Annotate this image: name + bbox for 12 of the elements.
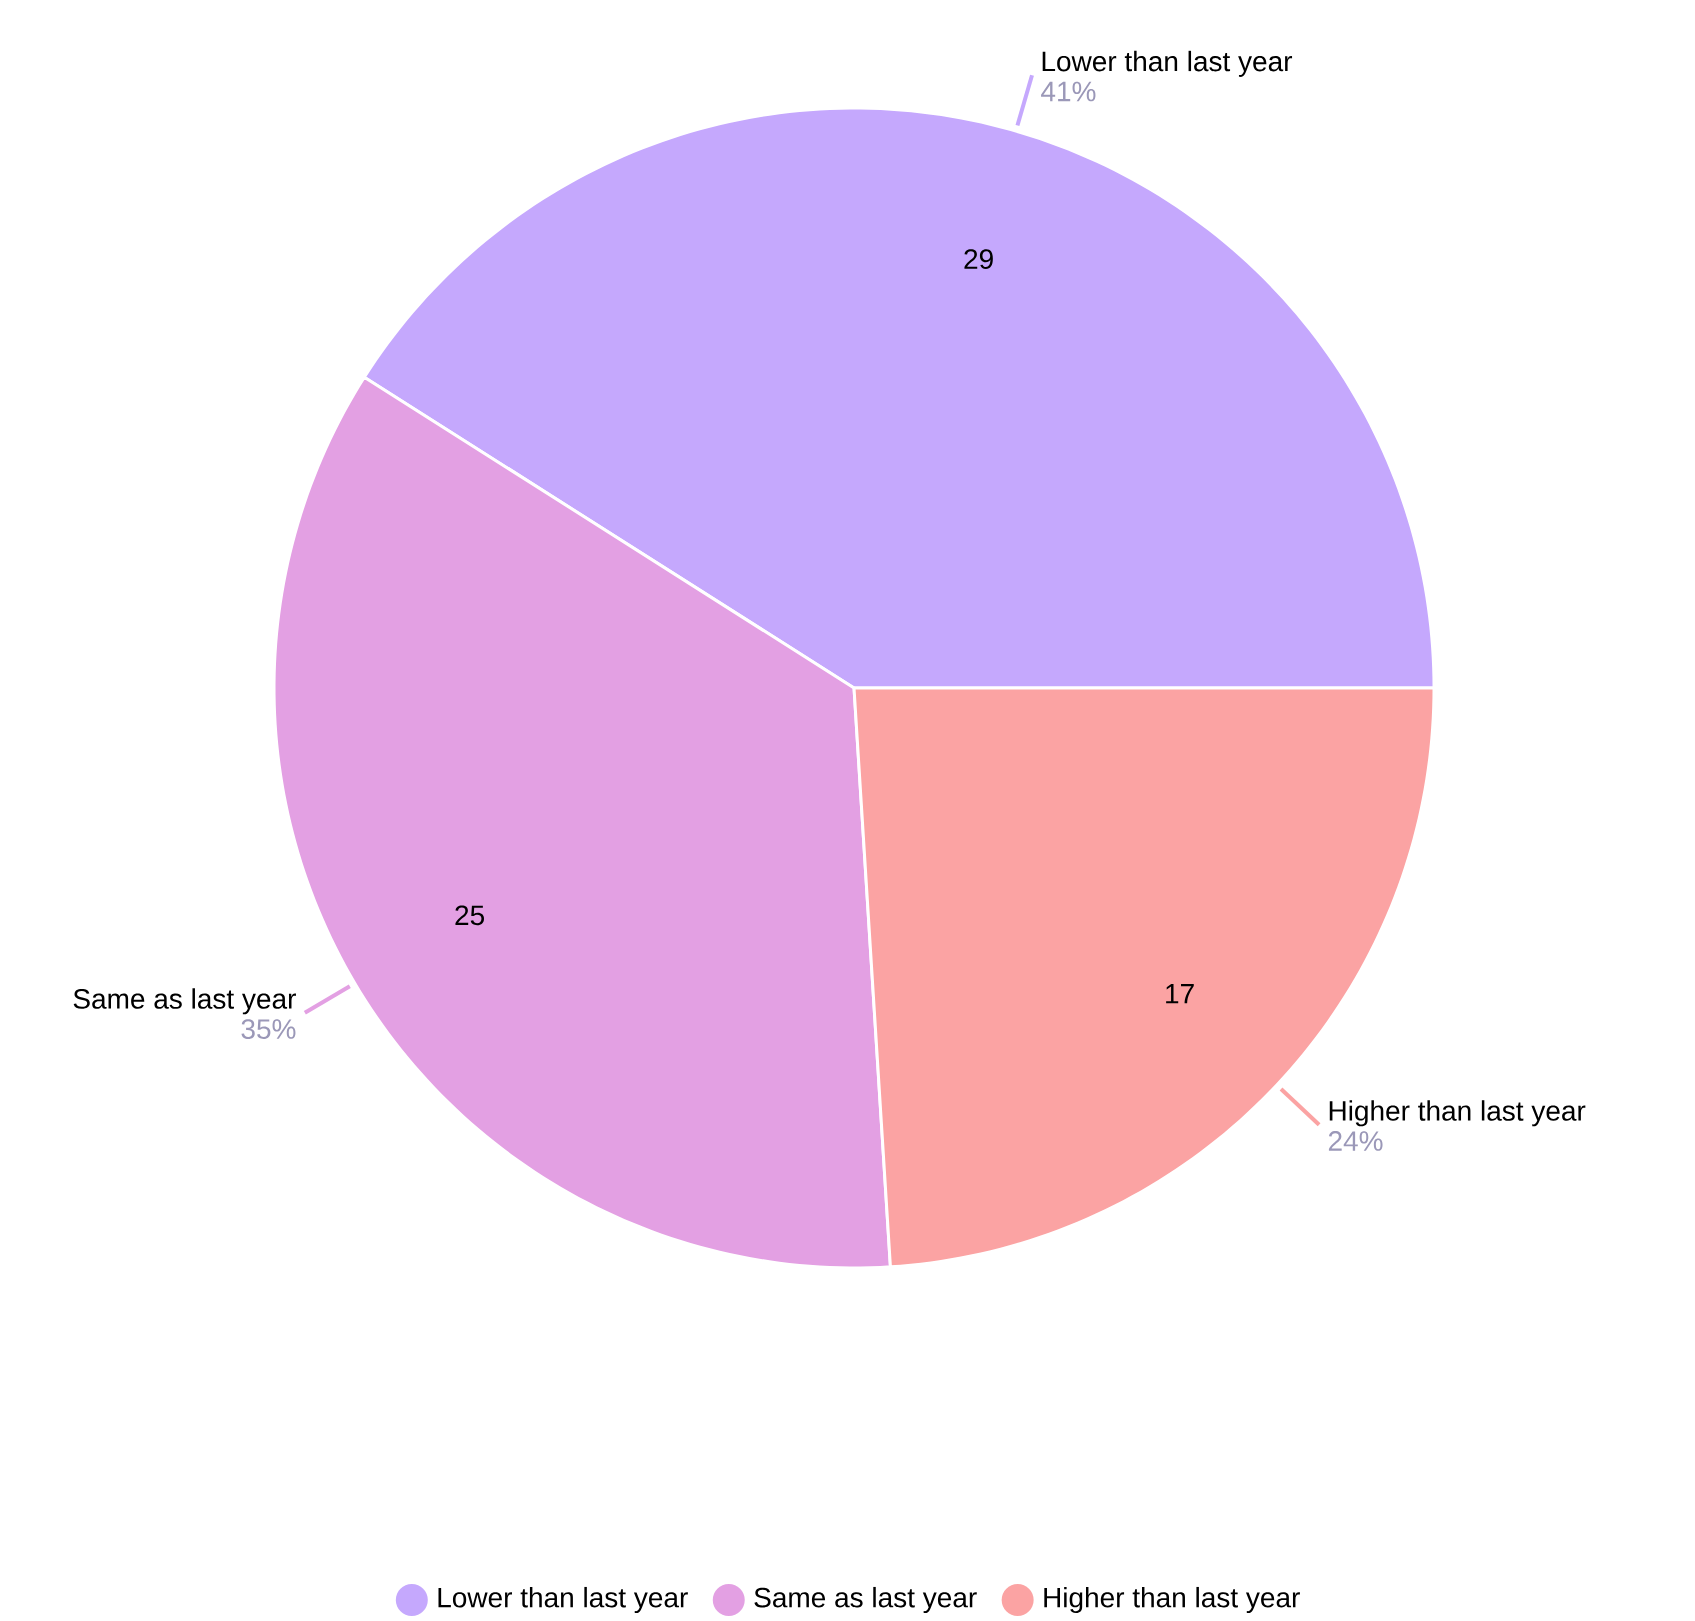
slice-label: Same as last year bbox=[73, 988, 296, 1015]
legend-label: Same as last year bbox=[754, 1586, 977, 1614]
text: 29 bbox=[964, 249, 993, 270]
legend-label: Lower than last year bbox=[438, 1586, 688, 1614]
data-label: 35% bbox=[241, 1019, 296, 1039]
data-label: 41% bbox=[1041, 81, 1096, 102]
text: 25 bbox=[455, 905, 484, 926]
slice-label: Lower than last year bbox=[1042, 50, 1293, 77]
data-label: 24% bbox=[1328, 1131, 1383, 1151]
text: 17 bbox=[1166, 984, 1194, 1004]
slice-label: Higher than last year bbox=[1329, 1100, 1586, 1127]
legend-label: Higher than last year bbox=[1044, 1586, 1300, 1614]
